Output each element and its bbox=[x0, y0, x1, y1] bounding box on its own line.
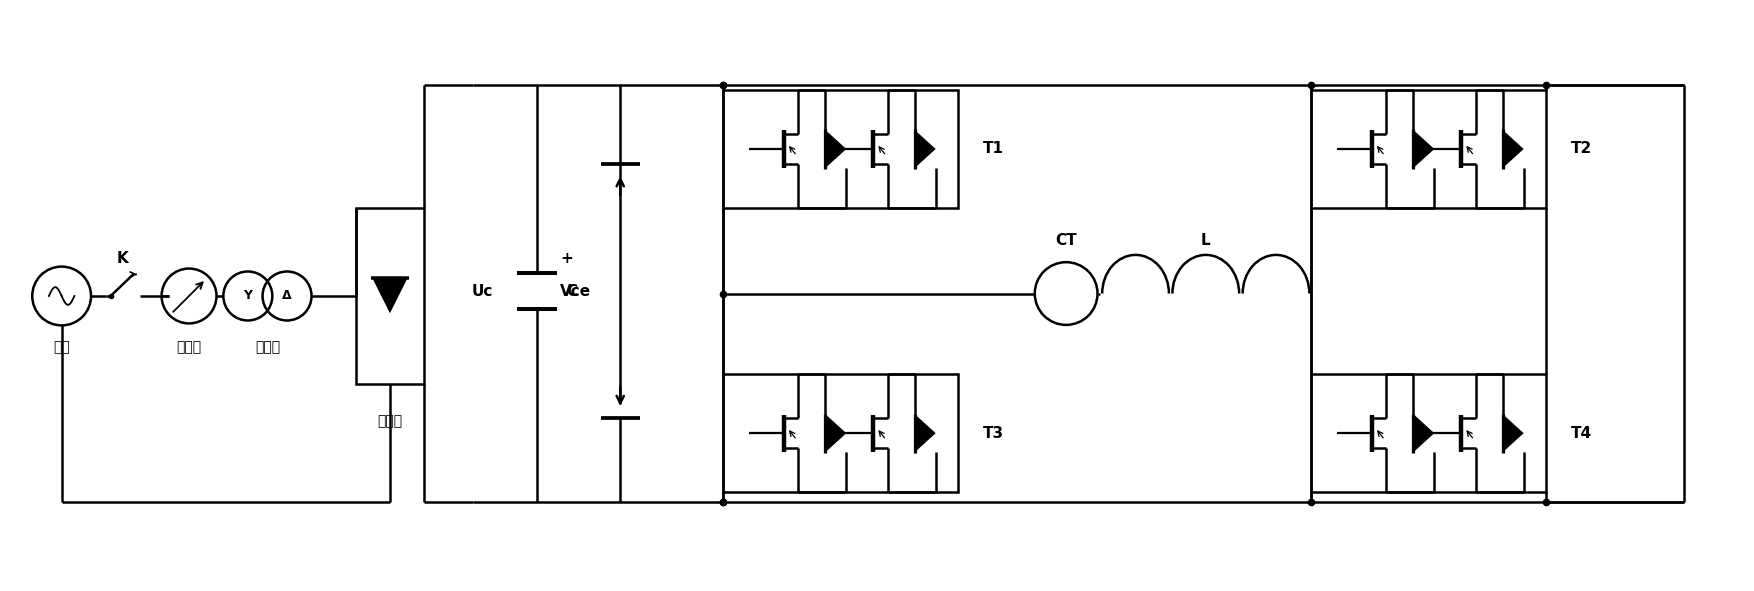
Text: 变压器: 变压器 bbox=[254, 340, 281, 354]
Bar bbox=[1312, 374, 1547, 492]
Polygon shape bbox=[1503, 414, 1524, 452]
Text: T3: T3 bbox=[982, 426, 1003, 441]
Text: K: K bbox=[118, 251, 128, 267]
Polygon shape bbox=[1503, 131, 1524, 168]
Text: Δ: Δ bbox=[282, 290, 291, 303]
Text: 整流桥: 整流桥 bbox=[377, 414, 402, 428]
Bar bbox=[723, 374, 958, 492]
Text: C: C bbox=[567, 284, 577, 298]
Text: Uc: Uc bbox=[472, 284, 493, 298]
Polygon shape bbox=[372, 279, 407, 313]
Polygon shape bbox=[1414, 414, 1435, 452]
Bar bbox=[723, 90, 958, 208]
Polygon shape bbox=[916, 131, 935, 168]
Polygon shape bbox=[826, 414, 847, 452]
Text: 电源: 电源 bbox=[53, 340, 70, 354]
Polygon shape bbox=[826, 131, 847, 168]
Text: 调压器: 调压器 bbox=[177, 340, 202, 354]
Text: CT: CT bbox=[1056, 233, 1077, 248]
Text: Y: Y bbox=[244, 290, 253, 303]
Polygon shape bbox=[1414, 131, 1435, 168]
Bar bbox=[1312, 90, 1547, 208]
Text: T1: T1 bbox=[982, 141, 1003, 157]
Bar bbox=[356, 208, 424, 384]
Polygon shape bbox=[916, 414, 935, 452]
Text: Vce: Vce bbox=[560, 284, 591, 298]
Text: L: L bbox=[1201, 233, 1210, 248]
Text: +: + bbox=[560, 251, 574, 267]
Text: T4: T4 bbox=[1572, 426, 1593, 441]
Text: T2: T2 bbox=[1572, 141, 1593, 157]
